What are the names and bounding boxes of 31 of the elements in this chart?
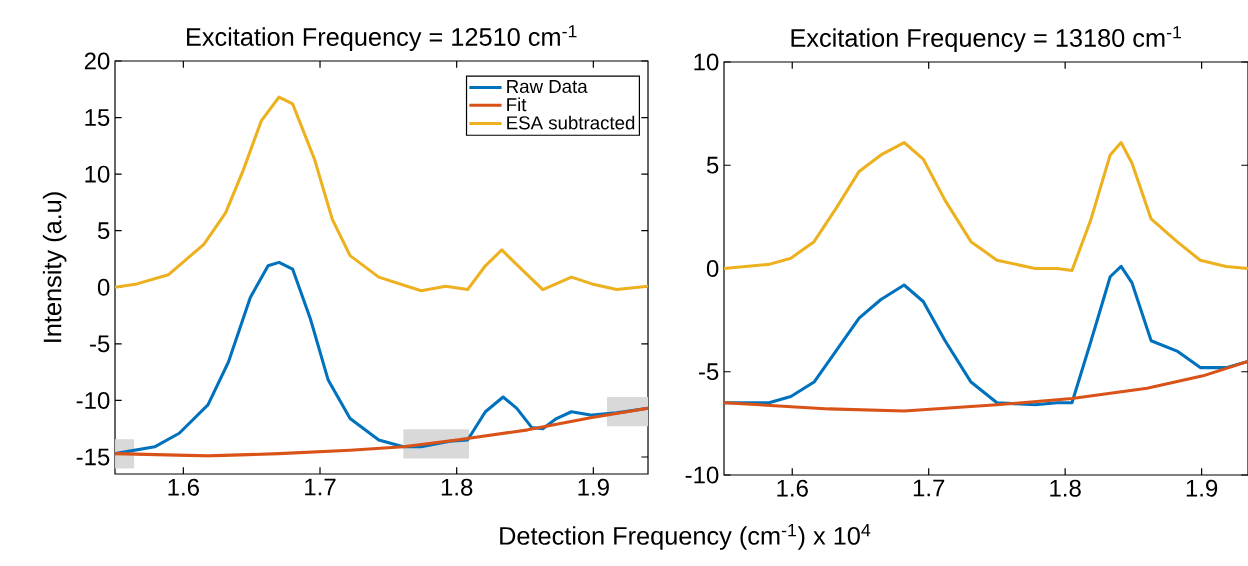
y-tick-label: 0 — [97, 278, 110, 296]
line-series — [724, 140, 1248, 273]
x-axis-title: Detection Frequency (cm$^{-1}$) x 10$^{4}$ — [500, 524, 871, 550]
y-tick-label: 20 — [84, 52, 110, 70]
chart-title: Excitation Frequency = 12510 cm$^{-1}$ — [187, 25, 577, 51]
legend-label: Raw Data — [507, 80, 588, 94]
y-axis-title: Intensity (a.u) — [42, 192, 67, 342]
x-tick-label: 1.7 — [305, 478, 336, 496]
chart-title: Excitation Frequency = 13180 cm$^{-1}$ — [791, 26, 1182, 52]
y-tick-label: -5 — [699, 363, 719, 381]
y-tick-label: 10 — [85, 165, 110, 183]
x-tick-label: 1.8 — [441, 478, 473, 496]
legend-label: ESA subtracted — [507, 115, 635, 130]
y-tick-label: -15 — [76, 448, 110, 466]
x-tick-label: 1.9 — [1186, 479, 1218, 497]
legend-label: Fit — [507, 97, 527, 112]
y-tick-label: 5 — [97, 222, 110, 240]
line-series — [115, 95, 649, 293]
y-tick-label: 0 — [706, 259, 719, 277]
y-tick-label: 15 — [85, 109, 110, 126]
x-tick-label: 1.8 — [1050, 479, 1081, 497]
line-series — [724, 359, 1248, 413]
y-tick-label: -10 — [76, 391, 110, 409]
x-tick-label: 1.7 — [913, 479, 945, 497]
x-tick-label: 1.9 — [578, 478, 609, 496]
y-tick-label: 10 — [694, 53, 719, 71]
y-tick-label: -5 — [90, 335, 110, 353]
y-tick-label: -10 — [685, 466, 719, 484]
x-tick-label: 1.6 — [777, 479, 808, 497]
x-tick-label: 1.6 — [168, 478, 199, 496]
y-tick-label: 5 — [706, 156, 719, 174]
